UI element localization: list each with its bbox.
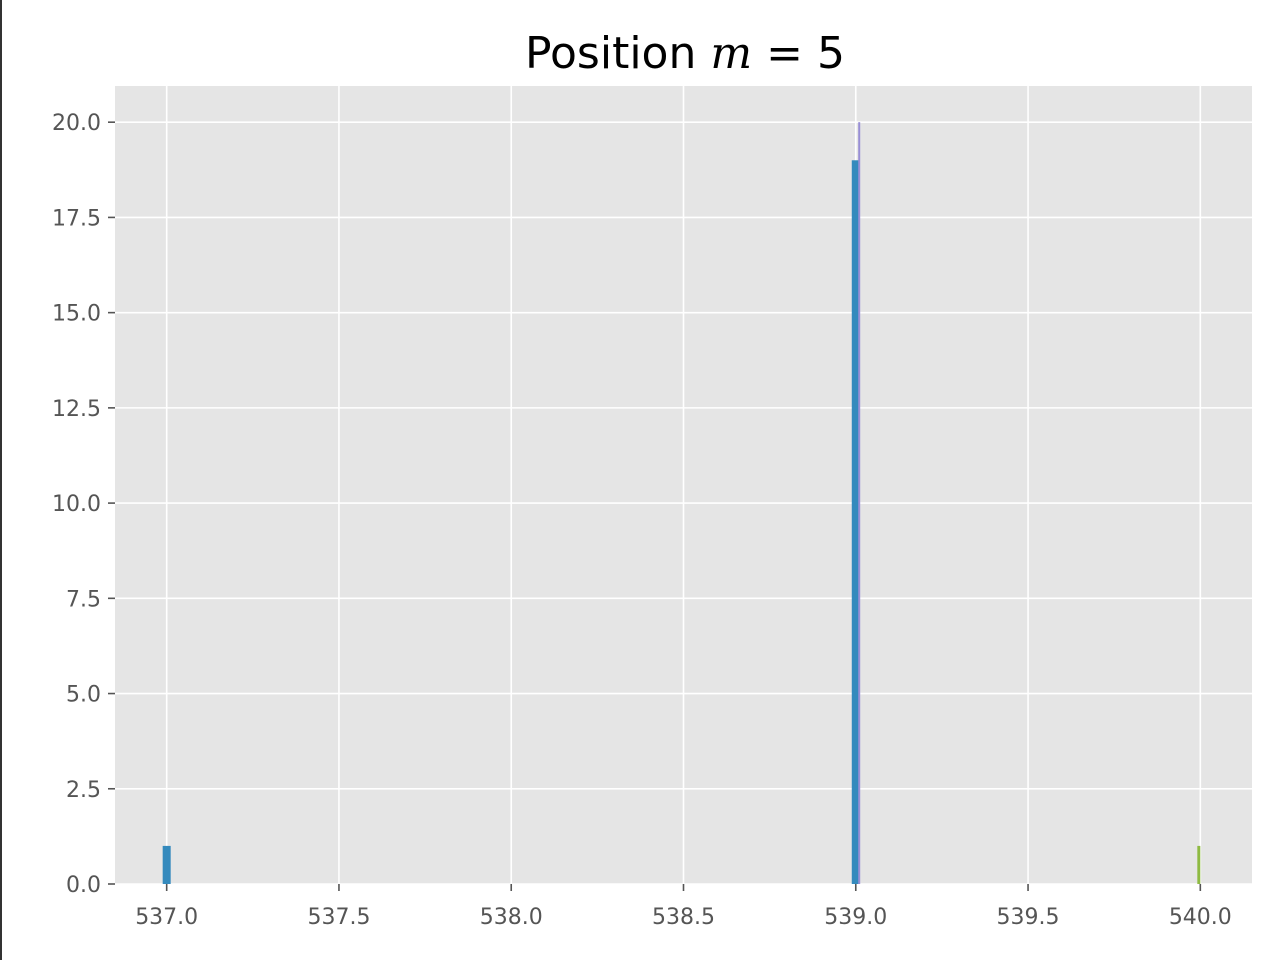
x-tick-label-5: 539.5 (997, 905, 1060, 930)
x-tick-label-1: 537.5 (307, 905, 370, 930)
chart-title-variable: m (710, 28, 752, 79)
y-tick-label-2: 5.0 (66, 683, 101, 708)
y-axis-ticks: 0.0 2.5 5.0 7.5 10.0 12.5 15.0 17.5 20.0 (52, 111, 115, 898)
bar-series-0-1 (851, 160, 860, 884)
y-tick-label-5: 12.5 (52, 397, 101, 422)
x-tick-label-6: 540.0 (1169, 905, 1232, 930)
y-tick-label-7: 17.5 (52, 206, 101, 231)
bar-series-2-0 (1197, 845, 1201, 884)
chart-title-equals: = (752, 28, 817, 79)
chart-title: Position m = 5 (525, 28, 845, 79)
grid-lines (115, 86, 1252, 885)
chart-title-prefix: Position (525, 28, 710, 79)
y-tick-label-6: 15.0 (52, 302, 101, 327)
x-tick-label-4: 539.0 (824, 905, 887, 930)
y-tick-label-0: 0.0 (66, 873, 101, 898)
x-tick-label-0: 537.0 (135, 905, 198, 930)
bar-series-1-0 (858, 122, 861, 884)
y-tick-label-1: 2.5 (66, 778, 101, 803)
histogram-bars (162, 122, 1201, 884)
y-tick-label-8: 20.0 (52, 111, 101, 136)
y-tick-label-3: 7.5 (66, 587, 101, 612)
x-axis-ticks: 537.0 537.5 538.0 538.5 539.0 539.5 540.0 (135, 884, 1232, 930)
x-tick-label-3: 538.5 (652, 905, 715, 930)
bar-series-0-0 (162, 845, 171, 884)
x-tick-label-2: 538.0 (480, 905, 543, 930)
y-tick-label-4: 10.0 (52, 492, 101, 517)
chart-title-value: 5 (817, 28, 845, 79)
